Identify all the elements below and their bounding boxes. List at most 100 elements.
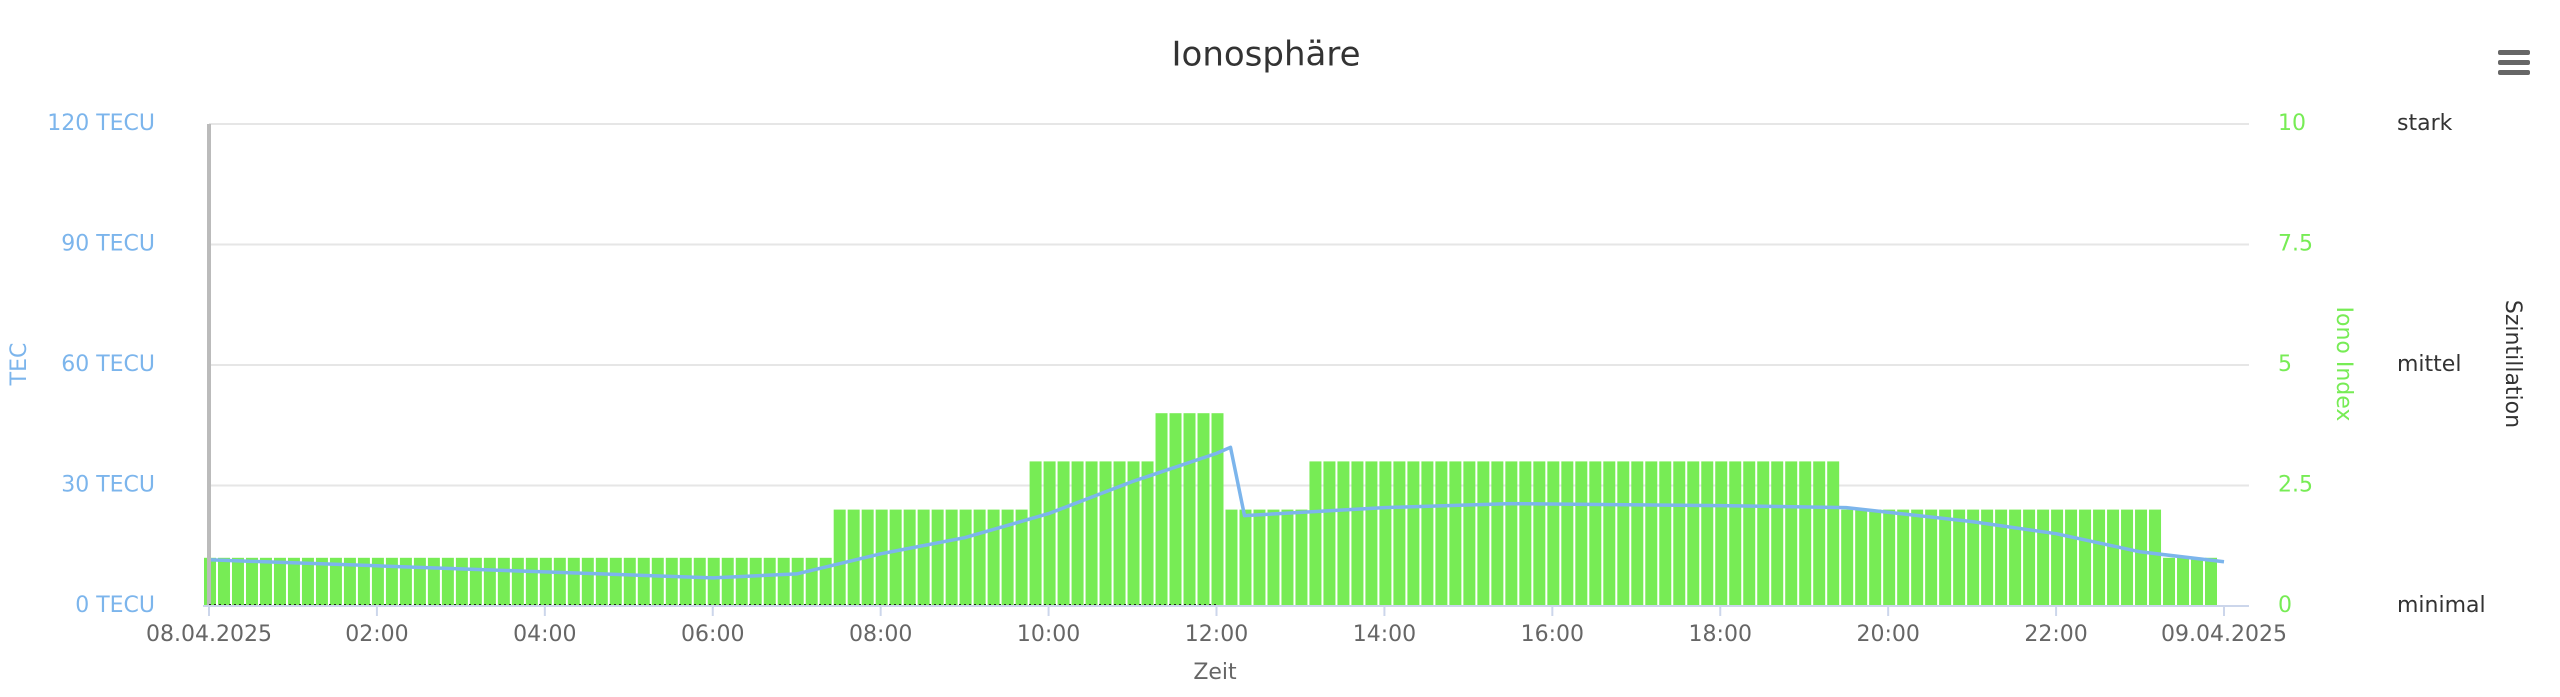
bar [889, 509, 902, 606]
bar [637, 557, 650, 606]
bar [819, 557, 832, 606]
y-tick-label: 90 TECU [61, 232, 155, 257]
bar [721, 557, 734, 606]
bar [273, 557, 286, 606]
bar [441, 557, 454, 606]
bar [1295, 509, 1308, 606]
bar [1631, 461, 1644, 606]
bar [2177, 557, 2190, 606]
bar [1813, 461, 1826, 606]
bar [1197, 413, 1210, 606]
bar [1953, 509, 1966, 606]
bar [1253, 509, 1266, 606]
bar [301, 557, 314, 606]
bar [1701, 461, 1714, 606]
bar [973, 509, 986, 606]
y2-tick-label: 0 [2278, 593, 2292, 618]
bar [707, 557, 720, 606]
bar [1267, 509, 1280, 606]
bar [875, 509, 888, 606]
bar [2107, 509, 2120, 606]
bar [1575, 461, 1588, 606]
bar [231, 557, 244, 606]
bar [1183, 413, 1196, 606]
bar [483, 557, 496, 606]
menu-button[interactable] [2498, 50, 2530, 75]
y-tick-label: 30 TECU [61, 473, 155, 498]
bar [1869, 509, 1882, 606]
bar [1477, 461, 1490, 606]
y3-tick-label: minimal [2397, 593, 2486, 618]
bar [679, 557, 692, 606]
bar [525, 557, 538, 606]
bar [1057, 461, 1070, 606]
bar [1127, 461, 1140, 606]
bar [959, 509, 972, 606]
bar [1113, 461, 1126, 606]
bar [987, 509, 1000, 606]
bar [1463, 461, 1476, 606]
x-tick-label: 02:00 [345, 622, 408, 647]
bar [1015, 509, 1028, 606]
bar [1169, 413, 1182, 606]
bar [553, 557, 566, 606]
bar [2037, 509, 2050, 606]
bar [1771, 461, 1784, 606]
bar [581, 557, 594, 606]
bar [1981, 509, 1994, 606]
x-tick-label: 08.04.2025 [146, 622, 272, 647]
bar [1897, 509, 1910, 606]
bar [1715, 461, 1728, 606]
bar [1001, 509, 1014, 606]
y-tick-label: 0 TECU [75, 593, 155, 618]
bar [1939, 509, 1952, 606]
bar [357, 557, 370, 606]
bar [2023, 509, 2036, 606]
bar [1603, 461, 1616, 606]
bar [1435, 461, 1448, 606]
bar [427, 557, 440, 606]
bar [2079, 509, 2092, 606]
bar [777, 557, 790, 606]
bar [1043, 461, 1056, 606]
bar [1841, 509, 1854, 606]
bar [343, 557, 356, 606]
bar [1323, 461, 1336, 606]
y3-axis-title: Szintillation [2500, 300, 2525, 428]
bar [1533, 461, 1546, 606]
x-tick-label: 06:00 [681, 622, 744, 647]
bar [1925, 509, 1938, 606]
bar [539, 557, 552, 606]
bar [1239, 509, 1252, 606]
line [208, 445, 2225, 580]
bar [1967, 509, 1980, 606]
y2-tick-label: 7.5 [2278, 232, 2313, 257]
bar [1393, 461, 1406, 606]
bar [1351, 461, 1364, 606]
bar [833, 509, 846, 606]
bar [1309, 461, 1322, 606]
bar [1029, 461, 1042, 606]
bar [1421, 461, 1434, 606]
bar [1225, 509, 1238, 606]
x-tick-label: 16:00 [1521, 622, 1584, 647]
bar [217, 557, 230, 606]
bar [609, 557, 622, 606]
bar [1365, 461, 1378, 606]
bar [2205, 557, 2217, 606]
bar [805, 557, 818, 606]
bar [749, 557, 762, 606]
bar [259, 557, 272, 606]
bar [595, 557, 608, 606]
bar [1071, 461, 1084, 606]
x-tick-label: 08:00 [849, 622, 912, 647]
x-tick-label: 09.04.2025 [2161, 622, 2287, 647]
bar [1141, 461, 1154, 606]
bar [1883, 509, 1896, 606]
x-axis-title: Zeit [1193, 660, 1237, 685]
bar [1785, 461, 1798, 606]
bar [1561, 461, 1574, 606]
bar [651, 557, 664, 606]
